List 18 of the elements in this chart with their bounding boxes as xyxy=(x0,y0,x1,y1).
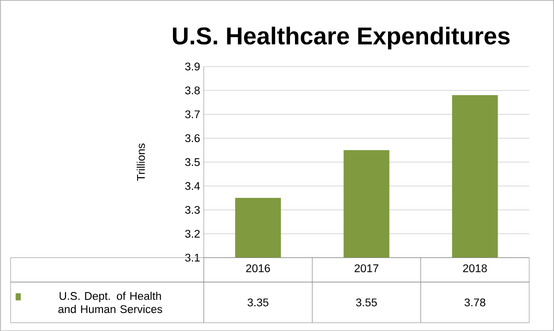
y-tick-label: 3.8 xyxy=(185,86,200,94)
y-tick-label: 3.9 xyxy=(185,62,200,70)
y-tick-label: 3.1 xyxy=(185,254,200,262)
text: U.S. Dept. of Health and Human Services xyxy=(58,292,162,313)
y-axis-title: Trillions xyxy=(136,143,145,181)
data-label: 3.35 xyxy=(248,298,268,306)
y-tick-label: 3.5 xyxy=(185,158,200,166)
y-tick-label: 3.3 xyxy=(185,206,200,214)
y-tick-label: 3.7 xyxy=(185,110,200,118)
x-tick-label: 2017 xyxy=(354,264,378,272)
x-tick-label: 2018 xyxy=(463,264,487,272)
y-tick-label: 3.4 xyxy=(185,182,200,190)
data-label: 3.78 xyxy=(464,298,486,306)
chart-title: U.S. Healthcare Expenditures xyxy=(172,26,510,50)
y-tick-label: 3.6 xyxy=(185,134,200,142)
x-tick-label: 2016 xyxy=(246,264,270,272)
data-label: 3.55 xyxy=(356,298,377,306)
y-tick-label: 3.2 xyxy=(185,230,200,238)
